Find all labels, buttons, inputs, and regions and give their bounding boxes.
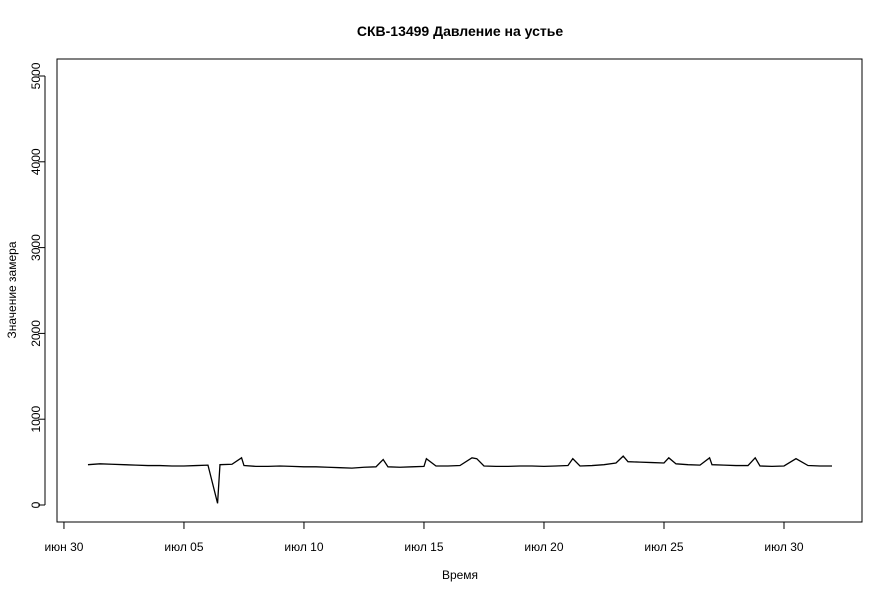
y-axis-label: Значение замера [5,241,19,338]
x-tick-label: июл 15 [404,540,443,554]
y-tick-label: 0 [29,501,43,508]
x-tick-label: июл 25 [644,540,683,554]
x-tick-label: июн 30 [44,540,83,554]
y-tick-label: 5000 [29,62,43,89]
plot-frame [56,58,863,523]
x-tick-label: июл 05 [164,540,203,554]
y-tick-label: 1000 [29,406,43,433]
chart-title: СКВ-13499 Давление на устье [357,23,563,39]
x-tick-label: июл 10 [284,540,323,554]
y-tick-label: 3000 [29,234,43,261]
y-tick-label: 2000 [29,320,43,347]
y-tick-label: 4000 [29,148,43,175]
x-tick-label: июл 30 [764,540,803,554]
data-line [87,455,832,504]
x-tick-label: июл 20 [524,540,563,554]
x-axis-label: Время [442,568,478,582]
